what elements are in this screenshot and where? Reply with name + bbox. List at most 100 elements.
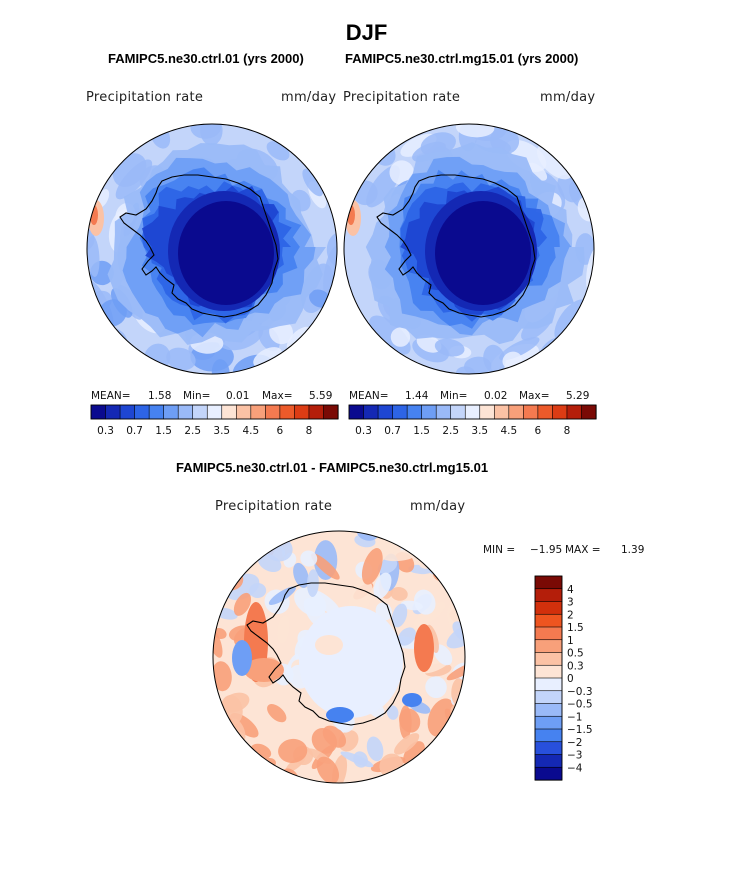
panel3-colorbar-swatch (534, 766, 563, 781)
panel2-contour-patch (464, 356, 492, 374)
panel1-colorbar-tick-label: 8 (306, 425, 313, 437)
panel1-colorbar-swatch (250, 404, 266, 420)
panel2-min-value: 0.02 (484, 390, 508, 402)
panel2-contour-patch (536, 143, 573, 180)
panel1-colorbar-frame (90, 404, 339, 420)
panel3-colorbar-frame (534, 575, 563, 781)
panel1-contour-patch (87, 226, 95, 252)
panel3-colorbar-swatch (534, 728, 563, 743)
panel1-title: FAMIPC5.ne30.ctrl.01 (yrs 2000) (108, 51, 304, 66)
panel2-mean-value: 1.44 (405, 390, 429, 402)
panel3-title: FAMIPC5.ne30.ctrl.01 - FAMIPC5.ne30.ctrl… (176, 460, 489, 475)
panel2-map (343, 123, 595, 375)
panel1-colorbar-swatch (90, 404, 107, 420)
panel1-colorbar-tick-label: 4.5 (242, 425, 259, 437)
panel1-colorbar-swatch (105, 404, 121, 420)
panel3-contour-patch (322, 725, 347, 748)
panel2-title: FAMIPC5.ne30.ctrl.mg15.01 (yrs 2000) (345, 51, 579, 66)
panel1-contour-patch (302, 168, 324, 197)
panel3-colorbar-tick-label: 2 (567, 609, 574, 621)
panel2-contour-band (435, 201, 531, 305)
panel3-colorbar-swatch (534, 741, 563, 756)
panel1-colorbar-tick-label: 6 (277, 425, 284, 437)
panel1-mean-label: MEAN= (91, 390, 131, 402)
panel2-colorbar-swatch (464, 404, 481, 420)
panel3-contour-patch (373, 572, 392, 599)
panel1-mean-value: 1.58 (148, 390, 172, 402)
panel1-variable-label: Precipitation rate (86, 90, 204, 105)
panel3-contour-patch (441, 744, 457, 772)
panel2-colorbar-swatch (537, 404, 554, 420)
panel2-colorbar-swatch (566, 404, 583, 420)
panel1-max-label: Max= (262, 390, 293, 402)
panel1-contour-patch (326, 232, 337, 268)
panel3-contour-patch (435, 531, 452, 543)
panel3-contour-band (326, 707, 354, 723)
panel1-max-value: 5.59 (309, 390, 333, 402)
panel3-contour-patch (454, 554, 465, 585)
panel2-contour-patch (416, 334, 442, 353)
panel3-contour-patch (278, 738, 308, 763)
panel3-colorbar-swatch (534, 652, 563, 666)
panel3-colorbar-swatch (534, 626, 563, 641)
panel2-colorbar-tick-label: 8 (564, 425, 571, 437)
panel1-map-border (86, 123, 338, 375)
panel2-contour-patch (390, 327, 411, 347)
panel1-colorbar-tick-label: 1.5 (155, 425, 172, 437)
panel3-colorbar-swatch (534, 677, 563, 692)
panel2-colorbar-swatch (523, 404, 539, 420)
panel1-min-value: 0.01 (226, 390, 250, 402)
panel2-mean-label: MEAN= (349, 390, 389, 402)
panel1-contour-band (178, 201, 274, 305)
panel3-contour-band (315, 635, 343, 655)
panel1-colorbar-swatch (119, 404, 136, 420)
panel1-colorbar-swatch (148, 404, 165, 420)
panel2-contour-patch (527, 162, 548, 181)
panel3-contour-patch (439, 764, 453, 778)
panel2-colorbar-swatch (435, 404, 452, 420)
panel1-contour-patch (115, 159, 153, 200)
panel3-colorbar-tick-label: 4 (567, 584, 574, 596)
panel3-map-border (212, 530, 466, 784)
panel3-colorbar-tick-label: 1.5 (567, 622, 584, 634)
panel3-max-label: MAX = (565, 544, 601, 556)
panel1-colorbar-tick-label: 0.7 (126, 425, 143, 437)
panel3-contour-patch (300, 550, 318, 567)
panel2-contour-patch (455, 124, 495, 138)
panel3-contour-patch (399, 708, 421, 733)
panel3-colorbar-tick-label: −4 (567, 762, 583, 774)
panel3-contour-patch (448, 541, 465, 571)
panel3-contour-band (414, 624, 434, 672)
panel2-contour-patch (389, 160, 415, 185)
panel3-contour-patch (293, 562, 309, 588)
panel2-coastline (376, 174, 536, 318)
panel2-contour-patch (434, 338, 465, 357)
panel1-units-label: mm/day (281, 90, 337, 105)
panel3-colorbar-swatch (534, 601, 563, 615)
panel3-colorbar-swatch (534, 639, 563, 654)
panel2-colorbar-tick-label: 6 (535, 425, 542, 437)
panel3-colorbar-swatch (534, 690, 563, 705)
panel3-colorbar-swatch (534, 703, 563, 717)
panel1-map (86, 123, 338, 375)
panel2-colorbar-swatch (392, 404, 408, 420)
panel3-min-value: −1.95 (530, 544, 563, 556)
panel1-colorbar-swatch (323, 404, 339, 420)
panel3-contour-patch (366, 736, 384, 762)
panel3-contour-patch (213, 758, 228, 780)
panel3-contour-patch (454, 554, 465, 591)
panel3-contour-patch (249, 583, 267, 599)
panel3-contour-patch (213, 661, 232, 692)
panel1-colorbar-tick-label: 2.5 (184, 425, 201, 437)
panel1-colorbar-swatch (134, 404, 150, 420)
panel2-colorbar-tick-label: 1.5 (413, 425, 430, 437)
panel3-contour-patch (256, 770, 271, 783)
panel3-coastline (246, 582, 406, 726)
panel1-coastline (119, 174, 279, 318)
panel3-colorbar-tick-label: −2 (567, 737, 582, 749)
panel1-contour-patch (166, 347, 196, 371)
panel1-colorbar-swatch (265, 404, 281, 420)
panel3-contour-patch (340, 751, 374, 768)
panel2-colorbar-swatch (508, 404, 524, 420)
panel3-contour-patch (316, 756, 340, 783)
